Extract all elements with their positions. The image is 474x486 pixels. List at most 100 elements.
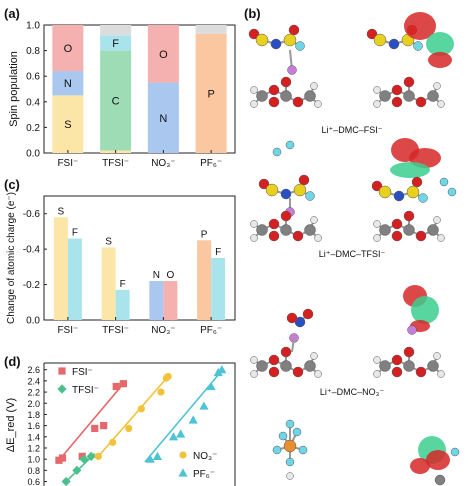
atom-sphere — [272, 445, 282, 455]
atom-sphere — [286, 312, 298, 324]
panel-a-segment-label: P — [207, 88, 214, 100]
atom-sphere — [415, 230, 427, 242]
panel-d-y-tick-label: 1.6 — [27, 421, 40, 431]
panel-d-point — [109, 438, 117, 446]
panel-a-segment-label: O — [159, 49, 168, 61]
panel-d-point — [164, 372, 172, 381]
panel-d-legend-label: TFSI⁻ — [72, 385, 99, 396]
panel-d-point — [100, 422, 108, 430]
panel-d-y-tick-label: 2.0 — [27, 399, 40, 409]
panel-a-y-tick-label: 1.0 — [26, 21, 40, 32]
panel-c-bar — [101, 247, 116, 320]
atom-sphere — [447, 187, 457, 197]
atom-sphere — [391, 218, 403, 230]
panel-a-bar-segment — [52, 95, 84, 153]
panel-c-bar-label: O — [166, 270, 174, 281]
atom-sphere — [393, 190, 405, 202]
panel-a-x-tick-label: TFSI⁻ — [102, 158, 129, 169]
atom-sphere — [256, 90, 268, 102]
atom-sphere — [433, 82, 441, 90]
panel-c-bar-label: N — [153, 270, 160, 281]
atom-sphere — [314, 234, 322, 242]
atom-sphere — [302, 308, 314, 320]
panel-d-frame — [44, 362, 236, 486]
panel-a-segment-label: C — [112, 96, 120, 108]
atom-sphere — [292, 366, 304, 378]
panel-a-y-ticks: 0.0 0.2 0.4 0.6 0.8 1.0 — [26, 21, 47, 160]
panel-c-y-ticks: 0.0 -0.2 -0.4 -0.6 — [23, 209, 47, 327]
panel-c-bar — [197, 240, 212, 320]
atom-sphere — [310, 216, 318, 224]
panel-d-point — [152, 451, 162, 460]
panel-d-point — [112, 382, 120, 391]
panel-a-segment-label: S — [64, 119, 71, 131]
atom-sphere — [268, 354, 280, 366]
atom-sphere — [304, 224, 316, 236]
panel-c-y-tick-label: -0.4 — [23, 245, 41, 256]
panel-c-frame — [43, 195, 236, 321]
atom-sphere — [391, 354, 403, 366]
atom-sphere — [433, 216, 441, 224]
atom-sphere — [292, 230, 304, 242]
atom-sphere — [256, 360, 268, 372]
atom-sphere — [255, 33, 269, 47]
atom-sphere — [280, 76, 292, 88]
panel-d-legend-label: NO₃⁻ — [193, 451, 217, 462]
panel-d-y-tick-label: 1.8 — [27, 410, 40, 420]
atom-sphere — [314, 100, 322, 108]
panel-c-x-tick-label: NO₃⁻ — [151, 325, 175, 336]
atom-sphere — [411, 176, 423, 188]
atom-sphere — [310, 352, 318, 360]
panel-a-frame — [43, 24, 236, 154]
panel-a-bar-segment — [147, 25, 179, 83]
orbital-lobe-positive — [428, 52, 452, 68]
panel-a-x-tick-label: NO₃⁻ — [151, 158, 175, 169]
panel-d-y-tick-label: 2.4 — [27, 376, 40, 386]
panel-c-bar-label: S — [105, 236, 112, 247]
panel-c-y-tick-label: -0.2 — [23, 280, 41, 291]
atom-sphere — [286, 472, 294, 480]
atom-sphere — [433, 352, 441, 360]
panel-c-bar — [67, 238, 82, 320]
atom-sphere — [373, 356, 381, 364]
panel-a-bar-segment — [52, 25, 84, 72]
panel-d-fit-line — [97, 375, 169, 457]
panel-d-point — [119, 380, 127, 388]
atom-sphere — [439, 177, 449, 187]
panel-a-y-label: Spin population — [8, 51, 20, 127]
orbital-lobe-positive — [410, 458, 430, 474]
atom-sphere — [280, 346, 292, 358]
panel-b-label: (b) — [244, 6, 261, 21]
atom-sphere — [292, 96, 304, 108]
atom-sphere — [373, 234, 381, 242]
atom-sphere — [298, 445, 308, 455]
molecule-caption-fsi: Li⁺–DMC–FSI⁻ — [321, 125, 382, 135]
atom-sphere — [434, 474, 446, 486]
atom-sphere — [304, 90, 316, 102]
panel-d-point — [199, 401, 209, 410]
panel-c-x-tick-label: FSI⁻ — [57, 325, 78, 336]
atom-sphere — [285, 457, 295, 467]
atom-sphere — [285, 140, 295, 150]
atom-sphere — [280, 90, 292, 102]
panel-d-fit-line — [144, 368, 225, 463]
panel-a-x-labels: FSI⁻ TFSI⁻ NO₃⁻ PF₆⁻ — [57, 150, 222, 169]
orbital-lobe-negative — [411, 296, 439, 324]
atom-sphere — [248, 28, 260, 40]
panel-a-bar-segment — [52, 71, 84, 96]
panel-d-legend-label: PF₆⁻ — [193, 469, 215, 480]
atom-sphere — [391, 84, 403, 96]
panel-a-bar-segment — [195, 25, 227, 34]
atom-sphere — [415, 366, 427, 378]
atom-sphere — [373, 86, 381, 94]
atom-sphere — [388, 38, 400, 50]
atom-sphere — [406, 185, 420, 199]
panel-c-bar — [53, 217, 68, 320]
panel-d-point — [137, 405, 145, 413]
panel-c-bar-label: P — [201, 229, 208, 240]
panel-d-y-tick-label: 0.8 — [27, 466, 40, 476]
atom-sphere — [403, 210, 415, 222]
atom-sphere — [280, 224, 292, 236]
